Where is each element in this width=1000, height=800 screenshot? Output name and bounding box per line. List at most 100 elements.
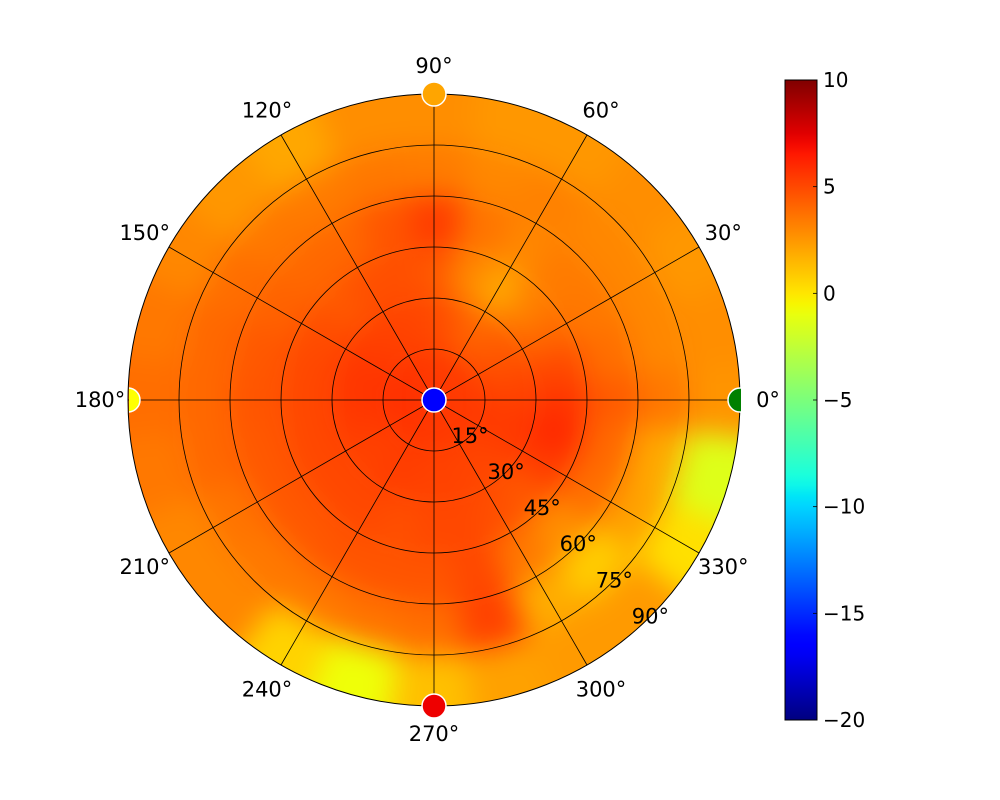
grid-spoke <box>433 399 588 666</box>
heatmap-cell <box>402 400 434 448</box>
heatmap-cell <box>465 94 568 166</box>
heatmap-cell <box>554 274 624 343</box>
heatmap-cell <box>453 305 497 360</box>
grid-spoke <box>168 399 435 554</box>
heatmap-cell <box>308 210 377 280</box>
heatmap-cell <box>352 430 404 482</box>
heatmap-cell <box>453 440 497 495</box>
marker-point <box>421 693 447 719</box>
polar-grid <box>128 94 740 706</box>
heatmap-cell <box>446 493 494 552</box>
heatmap-cell <box>514 305 576 362</box>
heatmap-cell <box>414 349 434 400</box>
heatmap-cell <box>386 368 434 400</box>
colorbar-tick-label: −15 <box>823 601 865 625</box>
theta-tick-label: 30° <box>705 221 742 245</box>
heatmap-cell <box>434 400 454 451</box>
heatmap-cell <box>277 560 358 637</box>
colorbar-tick-label: 0 <box>823 281 836 305</box>
heatmap-cell <box>434 400 482 432</box>
heatmap-cell <box>393 400 434 441</box>
heatmap-cell <box>402 352 434 400</box>
heatmap-cell <box>311 277 373 339</box>
heatmap-cell <box>446 248 494 307</box>
heatmap-cell <box>354 540 416 603</box>
heatmap-cell <box>383 400 434 420</box>
theta-tick-label: 330° <box>698 555 749 579</box>
heatmap-cell <box>434 380 485 400</box>
heatmap-cell <box>334 146 410 213</box>
heatmap-cell <box>394 446 428 502</box>
heatmap-cell <box>434 359 475 400</box>
heatmap-cell <box>374 248 422 307</box>
heatmap-cell <box>480 406 536 440</box>
grid-spoke <box>433 134 588 401</box>
theta-tick-label: 180° <box>75 388 126 412</box>
heatmap-cell <box>495 277 557 339</box>
heatmap-cell <box>282 412 341 460</box>
colorbar-ticks: 10 5 0 −5 −10 −15 −20 <box>813 68 865 732</box>
grid-spoke <box>433 246 700 401</box>
heatmap-cell <box>458 587 534 654</box>
colorbar <box>784 79 818 721</box>
heatmap-cell <box>244 274 314 343</box>
colorbar-tick-label: 5 <box>823 175 836 199</box>
heatmap-cell <box>371 305 415 360</box>
grid-spoke <box>433 399 700 554</box>
theta-tick-label: 120° <box>242 99 293 123</box>
heatmap-cell <box>474 419 529 463</box>
heatmap-cell <box>197 243 274 324</box>
heatmap-cell <box>311 461 373 523</box>
theta-tick-label: 270° <box>409 722 460 746</box>
marker-point <box>421 81 447 107</box>
heatmap-cell <box>300 634 403 706</box>
heatmap-cell <box>574 418 637 480</box>
theta-tick-labels: 0° 30° 60° 90° 120° 150° 180° 210° 240° 270° 300° 3… <box>75 54 780 746</box>
r-tick-label: 45° <box>524 496 561 520</box>
heatmap-cell <box>452 197 514 260</box>
theta-tick-label: 300° <box>576 677 627 701</box>
heatmap-cell <box>292 438 354 495</box>
heatmap-cell <box>668 431 740 534</box>
heatmap-cell <box>491 520 560 590</box>
theta-tick-label: 90° <box>415 54 452 78</box>
r-tick-label: 15° <box>451 424 488 448</box>
heatmap-cell <box>386 400 434 432</box>
heatmap-cell <box>394 298 428 354</box>
colorbar-tick-label: 10 <box>823 68 848 92</box>
heatmap-cell <box>282 340 341 388</box>
grid-spoke <box>280 399 435 666</box>
heatmap-cell <box>474 337 529 381</box>
heatmap-cell <box>339 258 396 320</box>
heatmap-cell <box>332 406 388 440</box>
heatmap-cell <box>621 424 688 500</box>
grid-spoke <box>168 246 435 401</box>
r-tick-label: 60° <box>560 532 597 556</box>
colorbar-tick-label: −5 <box>823 388 852 412</box>
heatmap-cell <box>231 320 294 382</box>
markers <box>129 81 741 719</box>
heatmap-cell <box>339 337 394 381</box>
heatmap-cell <box>371 440 415 495</box>
marker-point <box>421 387 447 413</box>
heatmap-cell <box>491 210 560 280</box>
heatmap-cell <box>458 146 534 213</box>
colorbar-group: 10 5 0 −5 −10 −15 −20 <box>784 68 865 732</box>
marker-point <box>129 387 141 413</box>
heatmap-cell <box>464 318 516 370</box>
heatmap-cell <box>434 400 466 448</box>
heatmap-cell <box>440 298 474 354</box>
theta-tick-label: 0° <box>756 388 780 412</box>
heatmap-cell <box>434 352 466 400</box>
heatmap-cell <box>180 300 247 376</box>
heatmap-cell <box>434 400 475 441</box>
heatmap-cell <box>464 430 516 482</box>
heatmap-cell <box>440 446 474 502</box>
heatmap-cell <box>244 457 314 526</box>
heatmap-cell <box>480 360 536 394</box>
heatmap-cell <box>332 360 388 394</box>
heatmap-cell <box>334 587 410 654</box>
heatmap-cell <box>594 476 671 557</box>
heatmap-cell <box>128 266 200 369</box>
